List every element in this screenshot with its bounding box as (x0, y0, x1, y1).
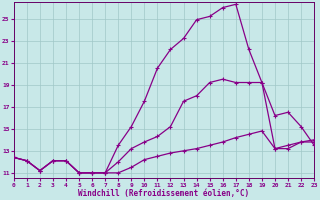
X-axis label: Windchill (Refroidissement éolien,°C): Windchill (Refroidissement éolien,°C) (78, 189, 250, 198)
